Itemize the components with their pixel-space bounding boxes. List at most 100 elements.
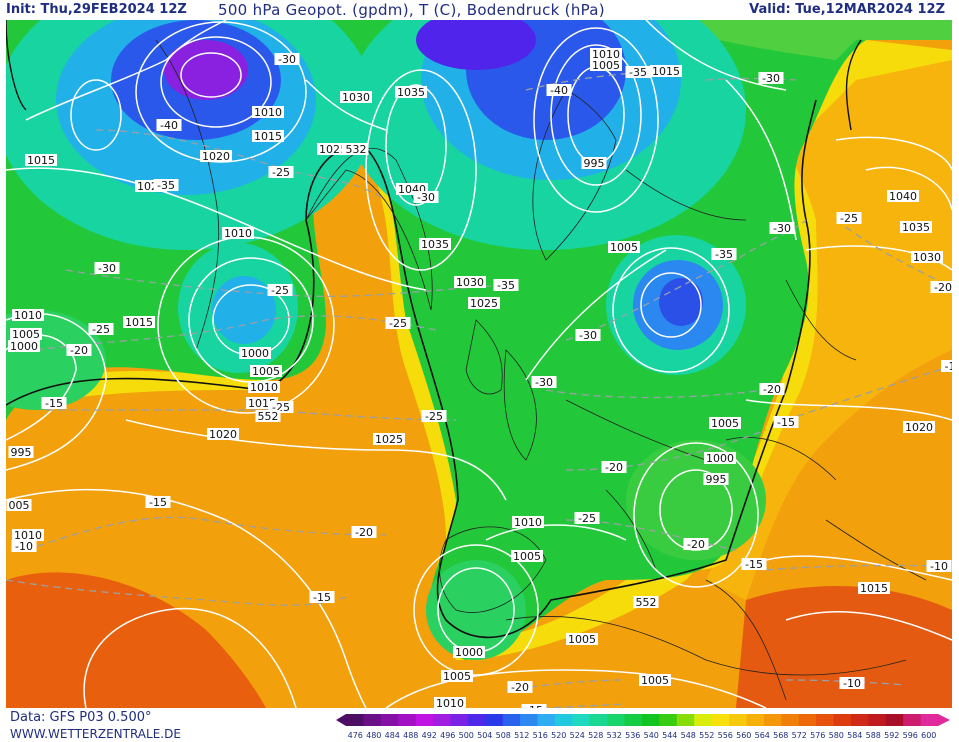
temperature-label-box: [145, 496, 171, 508]
pressure-label-box: [903, 421, 935, 433]
pressure-label: 1005: [641, 674, 669, 687]
pressure-label: 1005: [568, 633, 596, 646]
temperature-label: -1: [945, 360, 952, 373]
temperature-label-box: [758, 72, 784, 84]
pressure-label: 1010: [14, 309, 42, 322]
temperature-label-box: [267, 284, 293, 296]
pressure-label-box: [639, 674, 671, 686]
temperature-label-box: [66, 344, 92, 356]
legend-swatch: [676, 714, 695, 726]
pressure-label: 1015: [652, 65, 680, 78]
pressure-label-box: [252, 106, 284, 118]
map-title: 500 hPa Geopot. (gpdm), T (C), Bodendruc…: [218, 1, 605, 19]
pressure-label-box: [454, 276, 486, 288]
pressure-label-box: [252, 130, 284, 142]
legend-swatch: [798, 714, 817, 726]
temperature-label-box: [683, 538, 709, 550]
temperature-label-box: [421, 410, 447, 422]
temperature-label-box: [41, 397, 67, 409]
legend-swatch: [450, 714, 469, 726]
temperature-label-box: [741, 558, 767, 570]
pressure-label-box: [340, 91, 372, 103]
contour-ne-edge: [845, 39, 862, 131]
warm-sw-field: [6, 572, 266, 708]
pressure-label-box: [581, 157, 607, 169]
legend-swatch: [781, 714, 800, 726]
temperature-label: -35: [497, 279, 515, 292]
temperature-label-box: [711, 248, 737, 260]
pressure-label-box: [419, 238, 451, 250]
temperature-label-box: [574, 512, 600, 524]
site-url: WWW.WETTERZENTRALE.DE: [10, 727, 181, 741]
valid-time: Valid: Tue,12MAR2024 12Z: [749, 2, 945, 17]
temperature-label-box: [521, 704, 547, 708]
pressure-label-box: [317, 143, 349, 155]
pressure-label: 1005: [443, 670, 471, 683]
pressure-label-box: [250, 365, 282, 377]
legend-tick-label: 504: [477, 731, 492, 740]
geopotential-labels: 532 552 552: [255, 143, 659, 609]
pressure-label: 1000: [706, 452, 734, 465]
legend-swatch: [850, 714, 869, 726]
pressure-label: 1000: [455, 646, 483, 659]
pressure-label: 1010: [254, 106, 282, 119]
temperature-label-box: [601, 461, 627, 473]
legend-tick-label: 588: [866, 731, 881, 740]
pressure-label-box: [512, 516, 544, 528]
pressure-label: 1005: [592, 59, 620, 72]
temperature-label-box: [351, 526, 377, 538]
legend-tick-label: 492: [422, 731, 437, 740]
pressure-label-box: [887, 190, 919, 202]
pressure-label-box: [911, 251, 943, 263]
temperature-label: -20: [355, 526, 373, 539]
green-iberia: [426, 560, 526, 660]
temperature-label: -35: [157, 179, 175, 192]
legend-swatch: [380, 714, 399, 726]
pressure-label-box: [608, 241, 640, 253]
temperature-label: -20: [763, 383, 781, 396]
pressure-label: 1040: [889, 190, 917, 203]
pressure-label-box: [10, 328, 42, 340]
pressure-labels: 1015 1020 1020 1010 1015 1010 1030 1035 1025 1040…: [6, 48, 943, 708]
legend-swatch: [485, 714, 504, 726]
pressure-label: 1015: [254, 130, 282, 143]
pressure-label: 1020: [905, 421, 933, 434]
pressure-label-box: [650, 65, 682, 77]
pressure-label: 1025: [319, 143, 347, 156]
pressure-label: 995: [584, 157, 605, 170]
pressure-label: 1030: [342, 91, 370, 104]
temperature-label: -35: [715, 248, 733, 261]
pressure-label-box: [373, 433, 405, 445]
geopotential-label: 552: [636, 596, 657, 609]
temperature-label: -15: [149, 496, 167, 509]
legend-tick-label: 484: [385, 731, 400, 740]
pressure-label-box: [207, 428, 239, 440]
temperature-label-box: [839, 677, 865, 689]
temperature-label-box: [926, 560, 952, 572]
legend-swatch: [659, 714, 678, 726]
temperature-label: -10: [15, 540, 33, 553]
temperature-label-box: [836, 212, 862, 224]
pressure-label-box: [200, 150, 232, 162]
legend-ticks: 476 480 484 488 492 496 500 504 508 512 516 520 524 5…: [348, 731, 937, 740]
temperature-label: -10: [843, 677, 861, 690]
legend-tick-label: 496: [440, 731, 455, 740]
pressure-label: 1035: [902, 221, 930, 234]
temperature-label-box: [575, 329, 601, 341]
legend-swatch: [572, 714, 591, 726]
isobars: [6, 20, 952, 708]
temperature-label: -25: [425, 410, 443, 423]
pressure-label-box: [590, 59, 622, 71]
warm-se-field: [736, 586, 952, 708]
temperature-label: -20: [70, 344, 88, 357]
temperature-label-box: [625, 66, 651, 78]
legend-swatch: [746, 714, 765, 726]
pressure-label-box: [858, 582, 890, 594]
pressure-label: 1015: [27, 154, 55, 167]
legend-arrow-right: [938, 714, 950, 726]
pressure-label-box: [468, 297, 500, 309]
legend-tick-label: 536: [625, 731, 640, 740]
green-balkan: [626, 440, 766, 560]
darkblue-russia: [659, 278, 703, 326]
legend-swatch: [816, 714, 835, 726]
